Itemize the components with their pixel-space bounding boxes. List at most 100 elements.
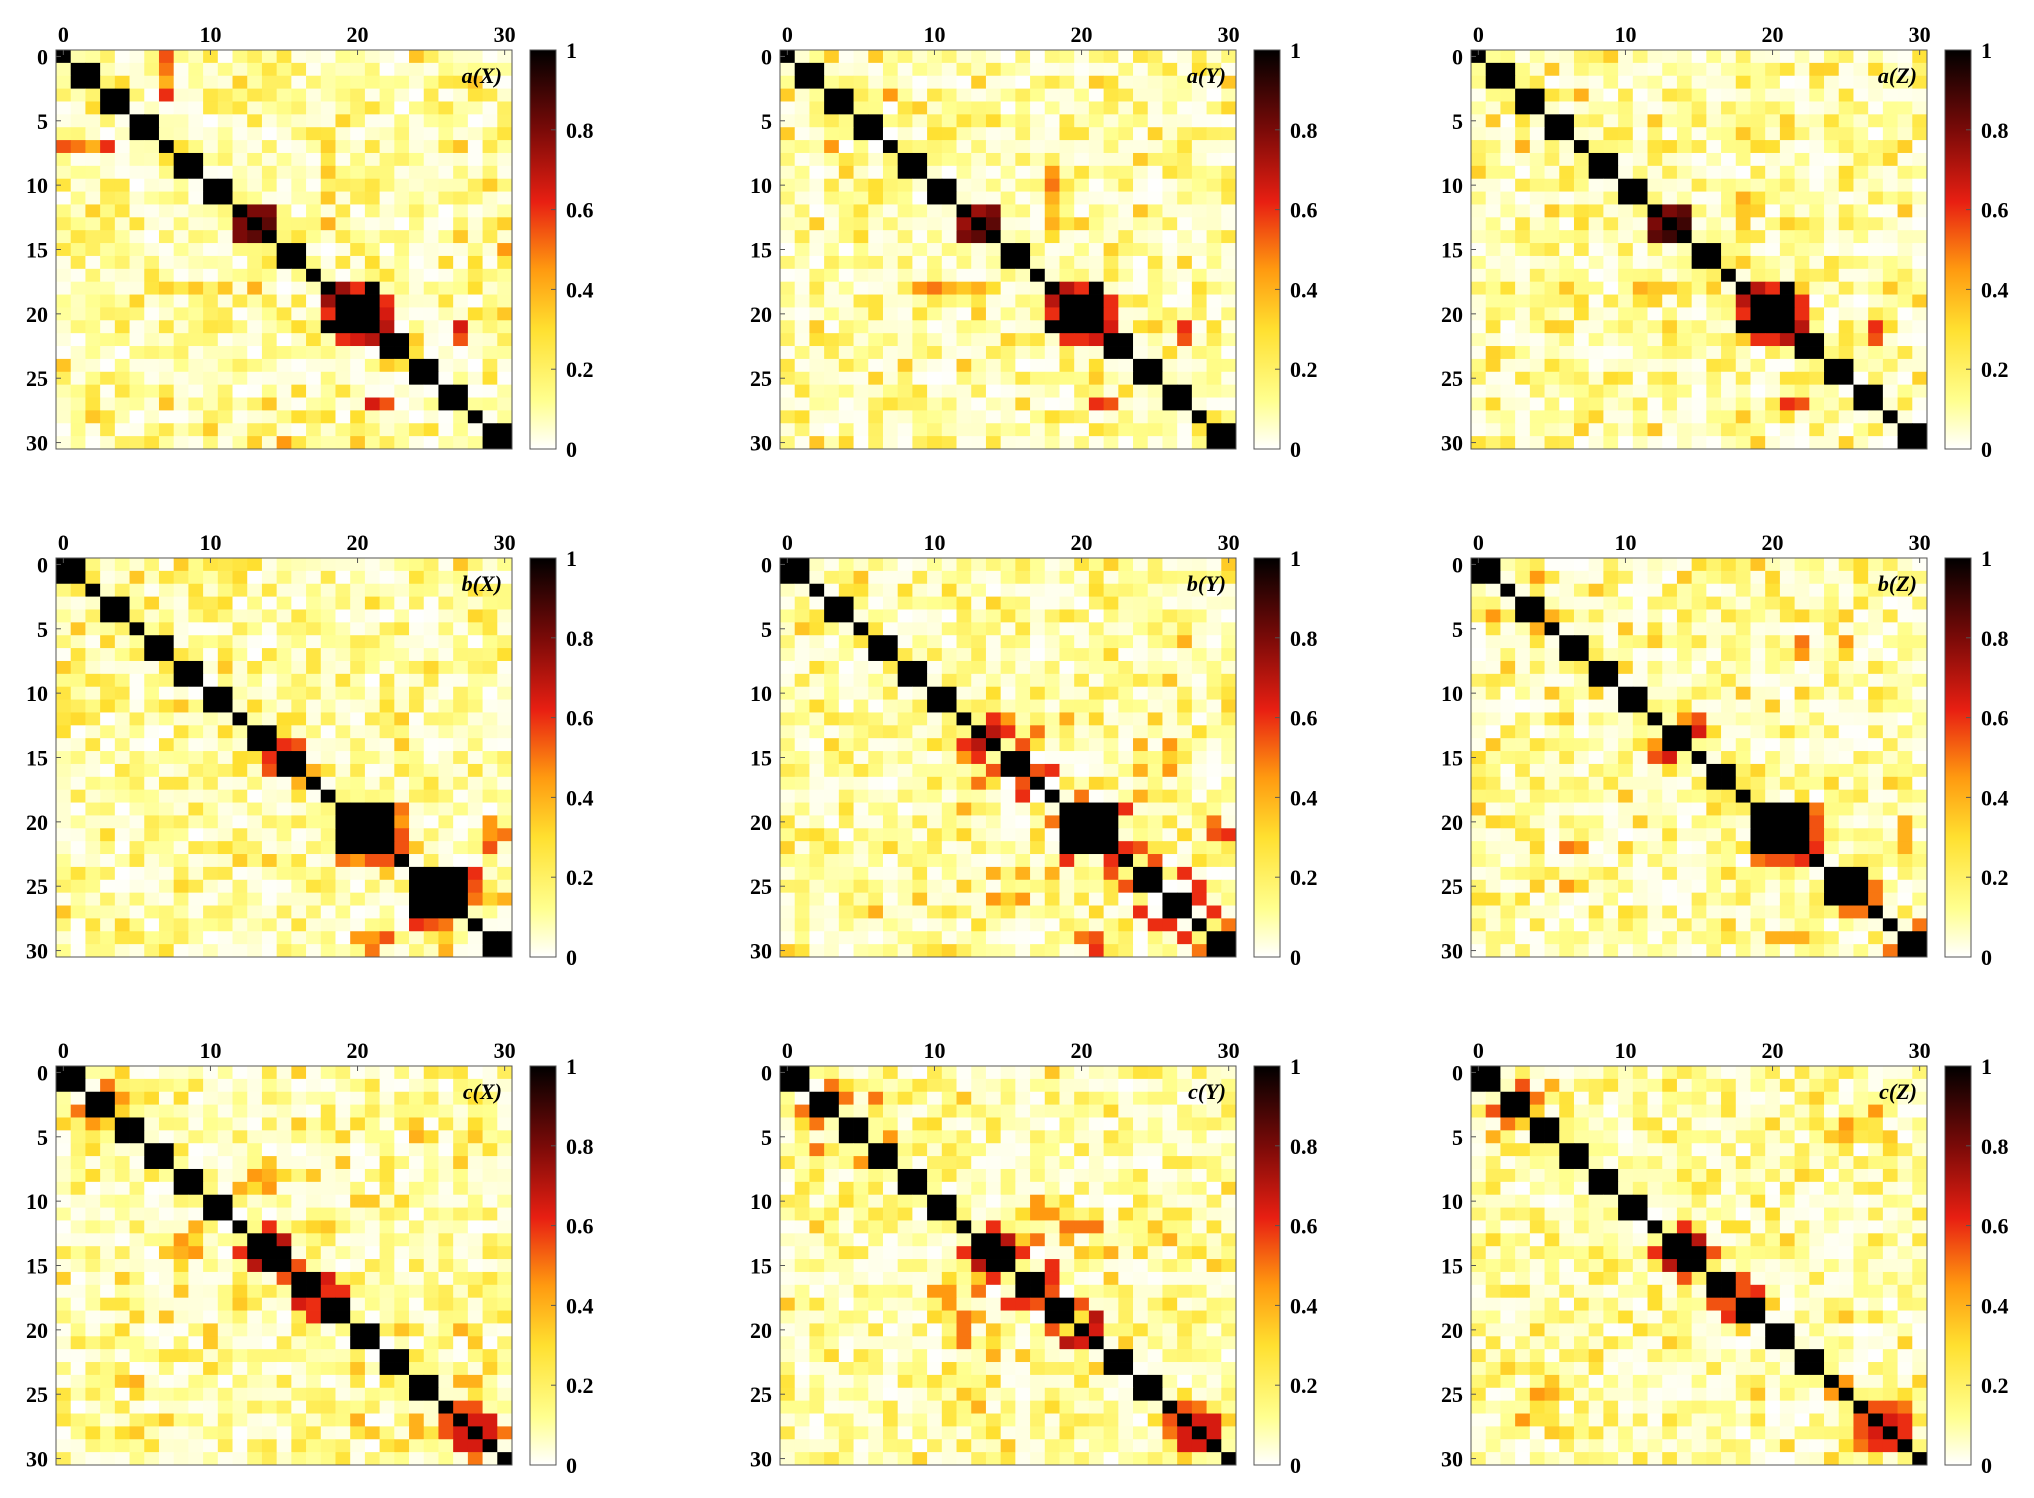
heatmap-cell [1000, 570, 1016, 585]
heatmap-cell [1779, 307, 1796, 321]
heatmap-cell [1750, 75, 1766, 90]
heatmap-cell [467, 114, 483, 128]
heatmap-cell [882, 204, 899, 218]
heatmap-cell [423, 712, 439, 726]
heatmap-cell [158, 815, 175, 829]
heatmap-cell [453, 358, 469, 373]
heatmap-cell [1471, 88, 1487, 102]
heatmap-cell [1618, 333, 1634, 347]
heatmap-cell [1529, 243, 1545, 257]
heatmap-cell [364, 866, 381, 881]
heatmap-cell [1662, 50, 1678, 64]
heatmap-cell [173, 660, 189, 675]
heatmap-cell [1824, 204, 1840, 218]
heatmap-cell [1088, 140, 1105, 154]
heatmap-cell [1000, 944, 1016, 958]
heatmap-cell [1191, 815, 1207, 829]
heatmap-cell [350, 281, 366, 295]
heatmap-cell [1618, 165, 1634, 180]
heatmap-cell [1088, 294, 1105, 308]
x-tick-label: 30 [494, 22, 516, 47]
heatmap-cell [1779, 50, 1796, 64]
heatmap-cell [824, 294, 840, 308]
heatmap-cell [794, 866, 810, 881]
heatmap-cell [158, 88, 175, 102]
heatmap-cell [956, 648, 972, 662]
heatmap-cell [482, 699, 498, 713]
heatmap-cell [1603, 320, 1619, 334]
heatmap-cell [144, 204, 160, 218]
heatmap-cell [794, 243, 810, 257]
heatmap-cell [868, 230, 884, 244]
heatmap-cell [1118, 635, 1134, 649]
heatmap-cell [188, 648, 204, 662]
heatmap-cell [379, 596, 395, 610]
heatmap-cell [335, 294, 351, 308]
heatmap-cell [1529, 281, 1545, 295]
heatmap-cell [217, 944, 233, 958]
heatmap-cell [173, 686, 189, 700]
heatmap-cell [927, 841, 943, 855]
heatmap-cell [379, 333, 395, 347]
heatmap-cell [853, 178, 869, 192]
heatmap-cell [1059, 346, 1075, 360]
heatmap-cell [941, 217, 957, 231]
heatmap-cell [985, 333, 1002, 347]
heatmap-cell [882, 88, 899, 102]
heatmap-cell [1868, 384, 1884, 398]
heatmap-cell [1750, 320, 1766, 334]
heatmap-cell [853, 127, 869, 141]
heatmap-cell [291, 346, 307, 360]
heatmap-cell [232, 346, 248, 360]
heatmap-cell [129, 776, 145, 791]
heatmap-cell [203, 892, 219, 906]
heatmap-cell [927, 346, 943, 360]
heatmap-cell [809, 944, 825, 958]
heatmap-cell [971, 596, 987, 610]
heatmap-cell [1735, 88, 1751, 102]
heatmap-cell [1221, 243, 1237, 257]
heatmap-cell [882, 841, 899, 855]
heatmap-cell [824, 75, 840, 90]
heatmap-cell [1177, 738, 1193, 752]
heatmap-cell [971, 191, 987, 205]
heatmap-cell [868, 423, 884, 437]
heatmap-cell [868, 686, 884, 700]
colorbar-tick-label: 0 [566, 437, 577, 462]
heatmap-cell [291, 165, 307, 180]
heatmap-cell [1162, 673, 1178, 688]
heatmap-cell [1588, 436, 1604, 450]
heatmap-cell [320, 841, 336, 855]
heatmap-cell [1059, 841, 1075, 855]
heatmap-cell [1191, 751, 1207, 765]
heatmap-cell [1809, 191, 1825, 205]
heatmap-cell [941, 776, 957, 791]
heatmap-cell [85, 699, 101, 713]
heatmap-cell [482, 436, 498, 450]
heatmap-cell [364, 75, 381, 90]
x-tick-label: 30 [1218, 22, 1240, 47]
heatmap-cell [1191, 841, 1207, 855]
heatmap-cell [364, 423, 381, 437]
heatmap-cell [217, 841, 233, 855]
heatmap-cell [217, 789, 233, 803]
heatmap-cell [809, 635, 825, 649]
heatmap-cell [927, 815, 943, 829]
heatmap-cell [1573, 191, 1590, 205]
heatmap-cell [1133, 88, 1149, 102]
heatmap-cell [1206, 931, 1222, 945]
heatmap-cell [1765, 255, 1781, 270]
heatmap-cell [1632, 371, 1648, 386]
heatmap-cell [927, 725, 943, 739]
heatmap-cell [897, 410, 913, 424]
heatmap-cell [824, 583, 840, 598]
heatmap-cell [1691, 281, 1707, 295]
heatmap-cell [1676, 423, 1693, 437]
heatmap-cell [1074, 114, 1090, 128]
heatmap-cell [423, 346, 439, 360]
heatmap-cell [956, 243, 972, 257]
heatmap-cell [85, 62, 101, 77]
heatmap-cell [1221, 815, 1237, 829]
heatmap-cell [467, 712, 483, 726]
heatmap-cell [70, 127, 86, 141]
